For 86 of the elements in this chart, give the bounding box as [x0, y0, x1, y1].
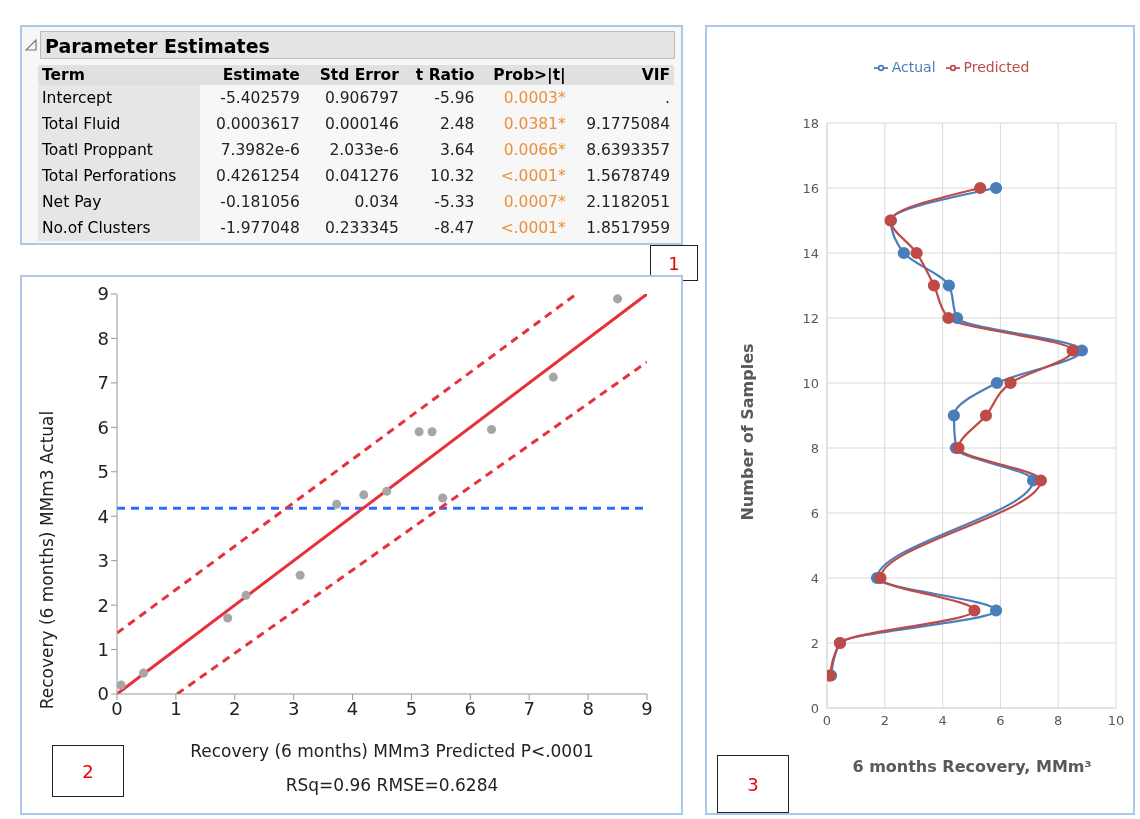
legend-label: Actual — [891, 59, 936, 75]
text: 7.3982e-6 — [220, 141, 300, 159]
y-tick-label: 14 — [802, 245, 819, 261]
text: -5.33 — [434, 193, 475, 211]
text: 2.033e-6 — [329, 141, 399, 159]
category-label: t Ratio — [414, 65, 476, 85]
text: 0.0066* — [503, 141, 566, 159]
y-tick-label: 3 — [97, 550, 109, 572]
text: 0.034 — [354, 193, 399, 211]
y-tick-label: 2 — [97, 594, 109, 616]
text: RSq=0.96 RMSE=0.6284 — [284, 775, 500, 795]
x-tick-label: 4 — [346, 697, 359, 719]
y-tick-label: 8 — [97, 327, 109, 349]
y-tick-label: 5 — [97, 461, 109, 483]
text: 0.041276 — [324, 167, 399, 185]
x-tick-label: 9 — [641, 697, 653, 719]
category-label: Total Fluid — [42, 115, 121, 133]
y-tick-label: 4 — [810, 570, 819, 586]
x-tick-label: 0 — [111, 697, 123, 719]
category-label: VIF — [640, 65, 671, 85]
x-tick-label: 3 — [287, 697, 300, 719]
y-tick-label: 10 — [802, 375, 819, 391]
text: 2.48 — [439, 115, 475, 133]
text: 0.0003* — [503, 89, 566, 107]
category-label: Estimate — [221, 65, 301, 85]
x-tick-label: 6 — [996, 713, 1005, 729]
x-tick-label: 0 — [822, 713, 832, 729]
text: 0.0007* — [503, 193, 566, 211]
text: <.0001* — [500, 167, 566, 185]
y-tick-label: 1 — [97, 638, 109, 660]
y-tick-label: 2 — [810, 635, 819, 651]
text: 1 — [650, 245, 698, 281]
text: <.0001* — [500, 219, 566, 237]
text: Parameter Estimates — [40, 31, 675, 59]
x-tick-label: 8 — [1054, 713, 1063, 729]
text: 9.1775084 — [586, 115, 670, 133]
text: 1.5678749 — [586, 167, 670, 185]
x-tick-label: 7 — [523, 697, 535, 719]
x-tick-label: 2 — [229, 697, 241, 719]
category-label: Total Perforations — [42, 167, 177, 185]
text: 0.0381* — [503, 115, 566, 133]
x-tick-label: 4 — [938, 713, 947, 729]
text: 0.0003617 — [216, 115, 300, 133]
text: 2.1182051 — [586, 193, 670, 211]
x-tick-label: 6 — [464, 697, 477, 719]
text: 0.906797 — [324, 89, 399, 107]
text: 1.8517959 — [586, 219, 670, 237]
text: -0.181056 — [220, 193, 300, 211]
category-label: Intercept — [42, 89, 113, 107]
x-axis-title: 6 months Recovery, MMm³ — [851, 757, 1093, 776]
y-tick-label: 0 — [97, 683, 109, 705]
x-tick-label: 10 — [1107, 713, 1125, 729]
category-label: Term — [41, 65, 86, 85]
x-tick-label: 1 — [170, 697, 182, 719]
x-axis-title: Recovery (6 months) MMm3 Predicted P<.0001 — [189, 741, 595, 761]
text: -8.47 — [434, 219, 475, 237]
text: . — [665, 89, 670, 107]
y-tick-label: 7 — [97, 372, 109, 394]
x-tick-label: 8 — [582, 697, 594, 719]
y-tick-label: 6 — [97, 416, 109, 438]
text: 10.32 — [430, 167, 475, 185]
y-tick-label: 4 — [97, 505, 109, 527]
text: 3.64 — [439, 141, 475, 159]
category-label: No.of Clusters — [42, 219, 151, 237]
legend-label: Predicted — [963, 59, 1030, 75]
y-tick-label: 18 — [802, 115, 819, 131]
text: 8.6393357 — [586, 141, 670, 159]
text: -5.402579 — [220, 89, 300, 107]
text: -5.96 — [434, 89, 475, 107]
y-axis-title: Number of Samples — [737, 343, 757, 521]
category-label: Std Error — [318, 65, 400, 85]
y-tick-label: 16 — [802, 180, 819, 196]
y-tick-label: 6 — [810, 505, 819, 521]
x-tick-label: 2 — [880, 713, 889, 729]
x-tick-label: 5 — [405, 697, 418, 719]
text: 0.4261254 — [216, 167, 300, 185]
text: 0.000146 — [324, 115, 399, 133]
y-tick-label: 8 — [810, 440, 819, 456]
y-axis-title: Recovery (6 months) MMm3 Actual — [37, 410, 57, 710]
category-label: Net Pay — [42, 193, 102, 211]
y-tick-label: 9 — [97, 283, 109, 305]
category-label: Toatl Proppant — [42, 141, 153, 159]
y-tick-label: 12 — [802, 310, 819, 326]
text: -1.977048 — [220, 219, 300, 237]
text: 0.233345 — [324, 219, 399, 237]
category-label: Prob>|t| — [492, 65, 567, 85]
